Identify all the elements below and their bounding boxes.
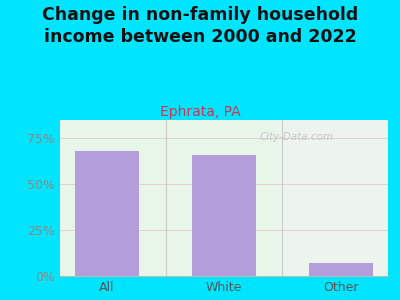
- Text: Ephrata, PA: Ephrata, PA: [160, 105, 240, 119]
- Bar: [192, 155, 256, 276]
- Bar: [309, 263, 373, 276]
- Text: City-Data.com: City-Data.com: [259, 133, 333, 142]
- Bar: [279, 120, 388, 276]
- Text: Change in non-family household
income between 2000 and 2022: Change in non-family household income be…: [42, 6, 358, 46]
- Bar: [75, 151, 139, 276]
